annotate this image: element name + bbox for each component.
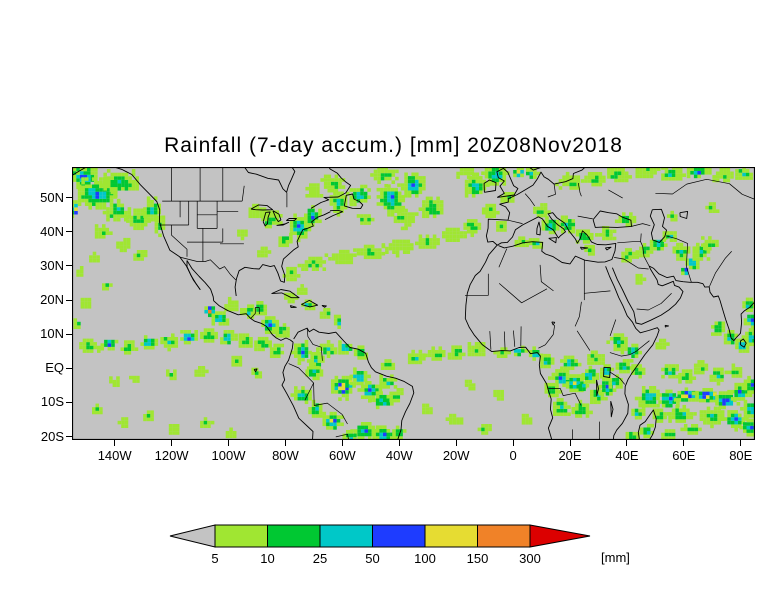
lat-tick xyxy=(66,299,72,301)
lon-tick xyxy=(114,440,116,446)
lon-tick xyxy=(455,440,457,446)
lon-tick-label: 40W xyxy=(385,448,413,463)
lat-tick xyxy=(66,333,72,335)
colorbar-level-label: 5 xyxy=(211,551,219,566)
map-frame xyxy=(72,167,755,440)
colorbar-segment xyxy=(424,524,478,548)
lon-tick xyxy=(398,440,400,446)
lon-tick-label: 80W xyxy=(272,448,299,463)
colorbar-level-label: 10 xyxy=(260,551,275,566)
lat-tick xyxy=(66,401,72,403)
lon-tick xyxy=(171,440,173,446)
lat-tick-label: 40N xyxy=(40,223,64,239)
lon-tick xyxy=(341,440,343,446)
lat-tick xyxy=(66,367,72,369)
chart-title: Rainfall (7-day accum.) [mm] 20Z08Nov201… xyxy=(164,134,623,157)
lon-tick xyxy=(740,440,742,446)
lon-tick xyxy=(228,440,230,446)
lat-tick-label: EQ xyxy=(45,360,64,376)
lat-tick xyxy=(66,231,72,233)
lat-tick-label: 30N xyxy=(40,257,64,273)
colorbar xyxy=(169,524,591,548)
colorbar-level-label: 50 xyxy=(365,551,380,566)
lon-tick-label: 0 xyxy=(509,448,517,463)
lon-tick-label: 20E xyxy=(558,448,582,463)
lon-tick-label: 20W xyxy=(442,448,470,463)
colorbar-segment xyxy=(477,524,531,548)
lat-tick-label: 50N xyxy=(40,189,64,205)
lat-tick-label: 20S xyxy=(40,428,64,444)
lon-tick-label: 140W xyxy=(97,448,132,463)
lat-tick-label: 10S xyxy=(40,394,64,410)
coastlines xyxy=(72,167,755,440)
lon-tick-label: 120W xyxy=(154,448,189,463)
colorbar-below-min-arrow xyxy=(169,524,216,548)
lon-tick-label: 60E xyxy=(672,448,696,463)
colorbar-unit-label: [mm] xyxy=(601,550,630,565)
lat-tick xyxy=(66,436,72,438)
lon-tick-label: 80E xyxy=(729,448,753,463)
colorbar-segment xyxy=(214,524,268,548)
lon-tick xyxy=(284,440,286,446)
lon-tick-label: 100W xyxy=(211,448,246,463)
lat-tick-label: 20N xyxy=(40,292,64,308)
colorbar-segment xyxy=(372,524,426,548)
lat-tick-label: 10N xyxy=(40,326,64,342)
lat-tick xyxy=(66,265,72,267)
lon-tick xyxy=(683,440,685,446)
lon-tick xyxy=(569,440,571,446)
lat-tick xyxy=(66,197,72,199)
colorbar-segment xyxy=(267,524,321,548)
country-borders xyxy=(159,167,755,440)
lon-tick xyxy=(626,440,628,446)
colorbar-level-label: 150 xyxy=(466,551,489,566)
lon-tick xyxy=(512,440,514,446)
colorbar-level-label: 100 xyxy=(414,551,436,566)
colorbar-segment xyxy=(319,524,373,548)
colorbar-level-label: 300 xyxy=(519,551,541,566)
lon-tick-label: 40E xyxy=(615,448,639,463)
colorbar-above-max-arrow xyxy=(529,524,591,548)
lon-tick-label: 60W xyxy=(328,448,356,463)
colorbar-level-label: 25 xyxy=(312,551,328,566)
rain-field xyxy=(72,167,755,440)
rainfall-map xyxy=(72,167,755,440)
